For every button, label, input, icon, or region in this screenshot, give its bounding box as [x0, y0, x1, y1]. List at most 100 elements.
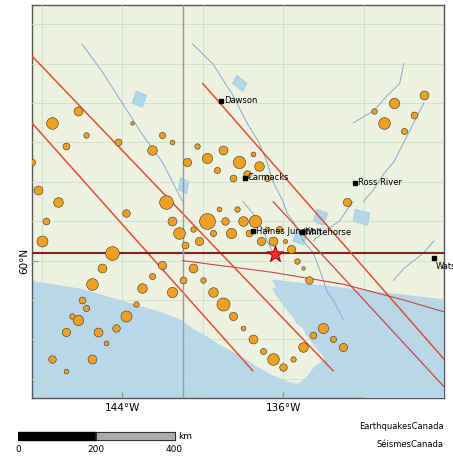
- Point: [209, 229, 217, 237]
- Point: [420, 92, 428, 99]
- Point: [255, 163, 263, 170]
- Point: [219, 300, 226, 308]
- Point: [294, 257, 301, 264]
- Point: [221, 218, 228, 225]
- Point: [215, 206, 222, 213]
- Point: [54, 198, 62, 205]
- Point: [229, 174, 236, 181]
- Point: [149, 273, 156, 280]
- Polygon shape: [353, 209, 370, 225]
- Point: [270, 355, 277, 363]
- Point: [82, 131, 90, 138]
- Point: [213, 166, 220, 174]
- Polygon shape: [178, 178, 188, 194]
- Point: [102, 340, 110, 347]
- Text: Dawson: Dawson: [224, 96, 257, 105]
- Point: [28, 158, 35, 166]
- Point: [203, 218, 210, 225]
- Text: Whitehorse: Whitehorse: [304, 228, 352, 237]
- Point: [309, 332, 317, 339]
- Point: [94, 328, 101, 335]
- Point: [289, 355, 297, 363]
- Point: [344, 198, 351, 205]
- Point: [159, 261, 166, 268]
- Point: [239, 324, 246, 331]
- Point: [115, 139, 122, 146]
- Point: [263, 174, 270, 181]
- Point: [203, 154, 210, 162]
- Text: SéismesCanada: SéismesCanada: [377, 440, 444, 449]
- Point: [179, 277, 186, 284]
- Point: [259, 348, 266, 355]
- Point: [195, 237, 202, 245]
- Point: [98, 265, 106, 272]
- Point: [48, 119, 55, 126]
- Polygon shape: [233, 76, 247, 91]
- Point: [390, 99, 397, 107]
- Point: [235, 158, 242, 166]
- Point: [340, 344, 347, 351]
- Point: [189, 225, 196, 233]
- Point: [380, 119, 387, 126]
- Text: 400: 400: [166, 445, 183, 454]
- Text: Wats: Wats: [436, 262, 453, 271]
- Point: [123, 210, 130, 217]
- Point: [263, 225, 270, 233]
- Polygon shape: [273, 288, 444, 398]
- Point: [139, 284, 146, 292]
- Point: [299, 265, 307, 272]
- Point: [88, 281, 96, 288]
- Point: [229, 312, 236, 319]
- Point: [175, 229, 182, 237]
- Polygon shape: [313, 209, 328, 225]
- Point: [78, 296, 86, 304]
- Point: [169, 289, 176, 296]
- Point: [74, 107, 82, 114]
- Point: [320, 324, 327, 331]
- Text: 0: 0: [15, 445, 21, 454]
- Text: Carmacks: Carmacks: [248, 174, 289, 182]
- Text: 200: 200: [88, 445, 105, 454]
- Point: [109, 249, 116, 256]
- Text: Haines Junction: Haines Junction: [256, 227, 321, 235]
- Point: [169, 139, 176, 146]
- Text: Ross River: Ross River: [358, 178, 402, 187]
- Polygon shape: [293, 229, 307, 245]
- Point: [183, 158, 190, 166]
- Point: [62, 367, 69, 375]
- Point: [193, 143, 200, 150]
- Point: [133, 300, 140, 308]
- Point: [169, 218, 176, 225]
- Point: [330, 336, 337, 343]
- Point: [271, 250, 279, 257]
- Polygon shape: [273, 280, 444, 398]
- Point: [163, 198, 170, 205]
- Point: [239, 218, 246, 225]
- Point: [181, 241, 188, 249]
- Polygon shape: [32, 5, 444, 383]
- Point: [299, 344, 307, 351]
- Point: [227, 229, 234, 237]
- Point: [233, 206, 241, 213]
- Point: [159, 131, 166, 138]
- Point: [280, 363, 287, 371]
- Point: [189, 265, 196, 272]
- Point: [281, 237, 289, 245]
- Point: [48, 355, 55, 363]
- Point: [288, 245, 295, 252]
- Point: [82, 304, 90, 311]
- Point: [68, 312, 76, 319]
- Point: [249, 336, 256, 343]
- Point: [62, 143, 69, 150]
- Point: [410, 111, 417, 119]
- Point: [123, 312, 130, 319]
- Point: [38, 237, 45, 245]
- Point: [400, 127, 407, 134]
- Point: [34, 186, 41, 193]
- Point: [249, 151, 256, 158]
- Text: km: km: [178, 431, 192, 441]
- Point: [42, 218, 49, 225]
- Point: [275, 225, 283, 233]
- Point: [112, 324, 120, 331]
- Point: [243, 170, 251, 178]
